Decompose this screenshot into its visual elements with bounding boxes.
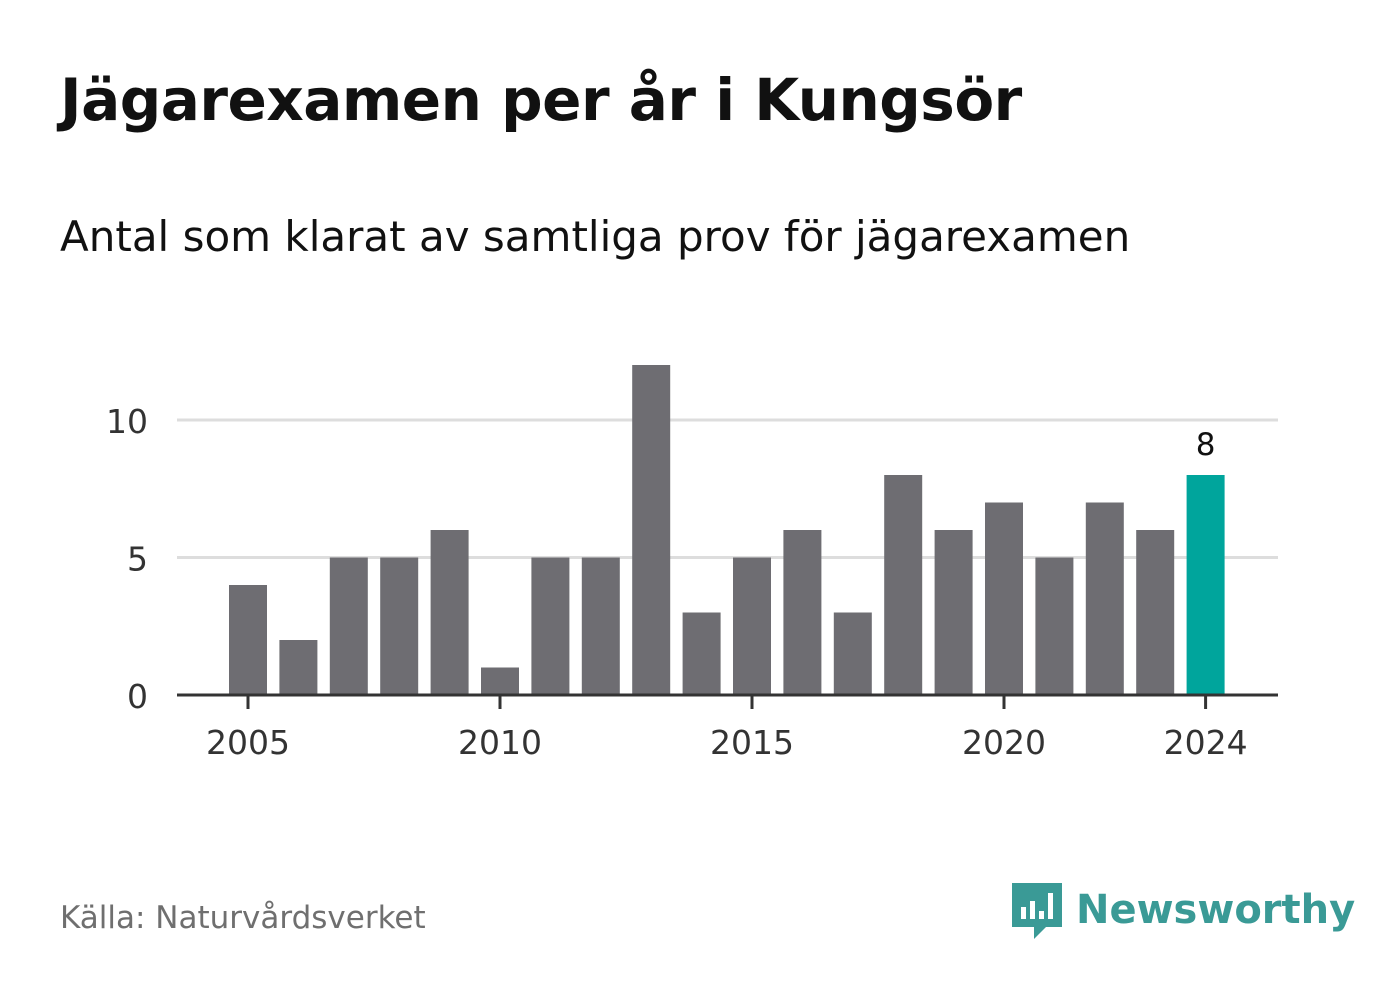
bar [430,530,469,695]
data-label-highlight: 8 [1196,427,1216,463]
x-tick-label: 2024 [1164,723,1248,762]
y-tick-label: 0 [127,677,148,716]
bar-highlight [1186,475,1225,695]
x-tick-label: 2005 [206,723,290,762]
bar [985,502,1023,695]
chart-subtitle: Antal som klarat av samtliga prov för jä… [60,212,1131,261]
y-tick-label: 10 [106,402,148,441]
bar [581,557,620,695]
bar [833,612,872,695]
chart-title: Jägarexamen per år i Kungsör [60,66,1022,134]
bar [1136,530,1175,695]
bar [531,557,570,695]
bar [632,365,671,695]
brand-name: Newsworthy [1076,887,1356,933]
bar [1035,557,1074,695]
newsworthy-logo: Newsworthy [1010,878,1355,942]
bar [481,667,519,695]
x-tick-label: 2020 [962,723,1046,762]
newsworthy-logo-icon [1012,883,1062,939]
bar [733,557,771,695]
bar [229,585,267,695]
bar [783,530,822,695]
bar [279,640,318,695]
bar [1085,502,1124,695]
bar [934,530,973,695]
x-tick-label: 2015 [710,723,794,762]
bar [884,475,923,695]
x-tick-label: 2010 [458,723,542,762]
bar [329,557,368,695]
y-tick-label: 5 [127,540,148,579]
bar [682,612,721,695]
bar [380,557,419,695]
source-note: Källa: Naturvårdsverket [60,900,426,936]
